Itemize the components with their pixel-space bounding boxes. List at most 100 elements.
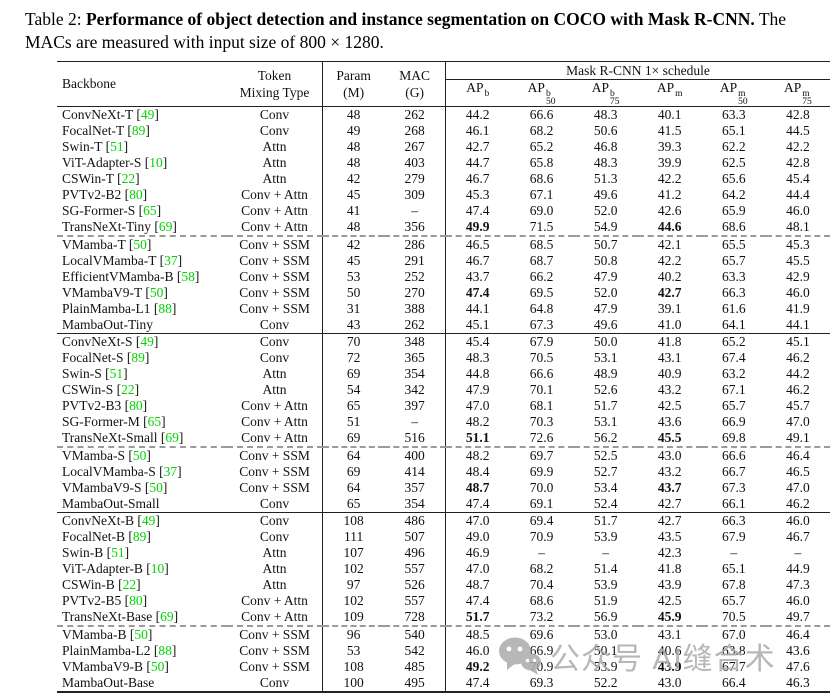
col-header-schedule-group: Mask R-CNN 1× schedule: [445, 61, 830, 81]
citation-link[interactable]: 37: [164, 252, 178, 268]
ap-cell: 47.0: [465, 560, 490, 576]
token-mixing-cell: Conv + Attn: [227, 202, 323, 219]
citation-link[interactable]: 22: [122, 576, 137, 592]
citation-link[interactable]: 50: [133, 236, 147, 252]
ap-cell: 42.8: [786, 154, 810, 170]
param-cell: 97: [346, 576, 361, 592]
table-row: PVTv2-B5 [80] Conv + Attn 102 557 47.4 68.6 51…: [57, 592, 830, 609]
param-cell: 42: [346, 236, 361, 252]
backbone-cell: FocalNet-S [89]: [62, 349, 150, 365]
table-row: LocalVMamba-T [37] Conv + SSM 45 291 46.7 68.…: [57, 252, 830, 269]
citation-link[interactable]: 37: [163, 463, 178, 479]
ap-cell: 42.3: [657, 544, 682, 560]
ap-cell: 46.7: [465, 170, 490, 186]
citation-link[interactable]: 58: [181, 268, 195, 284]
ap-cell: 45.4: [786, 170, 810, 186]
ap-cell: 43.1: [657, 349, 682, 365]
citation-link[interactable]: 80: [129, 397, 143, 413]
ap-cell: 56.9: [573, 608, 638, 627]
ap-cell: 49.6: [573, 316, 638, 334]
ap-cell: 63.8: [721, 642, 746, 658]
param-cell: 53: [346, 642, 361, 658]
citation-link[interactable]: 50: [134, 626, 148, 642]
citation-link[interactable]: 65: [143, 202, 157, 218]
ap-cell: 43.2: [657, 463, 682, 479]
ap-cell: 51.1: [445, 429, 510, 448]
citation-link[interactable]: 10: [150, 560, 165, 576]
citation-link[interactable]: 88: [158, 300, 172, 316]
ap-cell: 65.9: [721, 202, 746, 218]
ap-cell: 48.7: [465, 479, 490, 495]
ap-cell: 54.9: [573, 218, 638, 237]
citation-link[interactable]: 49: [141, 512, 156, 528]
token-mixing-cell: Attn: [227, 560, 323, 577]
citation-link[interactable]: 51: [109, 365, 124, 381]
mac-cell: 356: [384, 218, 446, 237]
ap-cell: 51.7: [593, 512, 618, 528]
table-row: PVTv2-B2 [80] Conv + Attn 45 309 45.3 67.1 49.…: [57, 186, 830, 203]
ap-cell: 50.7: [593, 236, 618, 252]
citation-link[interactable]: 22: [121, 170, 136, 186]
citation-link[interactable]: 51: [111, 544, 125, 560]
param-cell: 48: [346, 106, 361, 122]
ap-cell: 70.4: [529, 576, 554, 592]
backbone-cell: CSWin-T [22]: [62, 170, 140, 186]
citation-link[interactable]: 50: [149, 284, 164, 300]
backbone-cell: LocalVMamba-T [37]: [62, 252, 183, 268]
citation-link[interactable]: 69: [165, 429, 179, 445]
backbone-cell: VMamba-S [50]: [62, 447, 151, 463]
token-mixing-cell: Conv + SSM: [227, 300, 323, 317]
citation-link[interactable]: 51: [110, 138, 124, 154]
citation-link[interactable]: 88: [158, 642, 172, 658]
token-mixing-cell: Attn: [227, 365, 323, 382]
ap-cell: 69.5: [529, 284, 554, 300]
ap-cell: 68.6: [529, 592, 554, 608]
mac-cell: –: [384, 202, 446, 219]
citation-link[interactable]: 49: [140, 106, 155, 122]
mac-cell: 540: [384, 625, 446, 643]
token-mixing-cell: Conv + SSM: [227, 284, 323, 301]
citation-link[interactable]: 50: [149, 479, 163, 495]
ap-cell: 67.3: [509, 316, 574, 334]
param-cell: 107: [343, 544, 364, 560]
citation-link[interactable]: 65: [147, 413, 162, 429]
citation-link[interactable]: 89: [131, 122, 146, 138]
citation-link[interactable]: 80: [129, 186, 143, 202]
ap-cell: 49.7: [765, 608, 830, 627]
citation-link[interactable]: 80: [129, 592, 143, 608]
ap-cell: 48.5: [465, 626, 490, 642]
citation-link[interactable]: 89: [132, 528, 147, 544]
citation-link[interactable]: 69: [158, 218, 173, 234]
citation-link[interactable]: 89: [131, 349, 145, 365]
ap-cell: 42.5: [657, 397, 682, 413]
table-row: EfficientVMamba-B [58] Conv + SSM 53 252 43.…: [57, 268, 830, 285]
citation-link[interactable]: 49: [140, 333, 154, 349]
backbone-cell: VMambaV9-S [50]: [62, 479, 168, 495]
param-cell: 102: [343, 592, 364, 608]
token-mixing-cell: Conv + Attn: [227, 186, 323, 203]
mac-cell: 516: [384, 429, 446, 448]
token-mixing-cell: Conv: [227, 674, 323, 692]
citation-link[interactable]: 50: [150, 658, 165, 674]
ap-cell: 71.5: [509, 218, 574, 237]
ap-cell: 47.9: [465, 381, 490, 397]
backbone-cell: ViT-Adapter-S [10]: [62, 154, 168, 170]
token-mixing-cell: Conv: [227, 316, 323, 334]
param-cell: 42: [346, 170, 361, 186]
citation-link[interactable]: 22: [121, 381, 135, 397]
ap-cell: –: [794, 544, 802, 560]
token-mixing-cell: Conv + Attn: [227, 413, 323, 430]
ap-cell: 43.7: [465, 268, 490, 284]
citation-link[interactable]: 50: [132, 447, 147, 463]
ap-cell: 43.0: [657, 674, 682, 690]
ap-cell: 47.9: [593, 268, 618, 284]
ap-cell: 65.2: [529, 138, 554, 154]
param-cell: 64: [346, 447, 361, 463]
token-mixing-cell: Conv + Attn: [227, 429, 323, 448]
backbone-cell: VMamba-B [50]: [62, 626, 153, 642]
ap-cell: 65.7: [721, 592, 746, 608]
citation-link[interactable]: 10: [149, 154, 163, 170]
param-cell: 45: [346, 252, 361, 268]
citation-link[interactable]: 69: [160, 608, 174, 624]
ap-cell: 42.5: [657, 592, 682, 608]
